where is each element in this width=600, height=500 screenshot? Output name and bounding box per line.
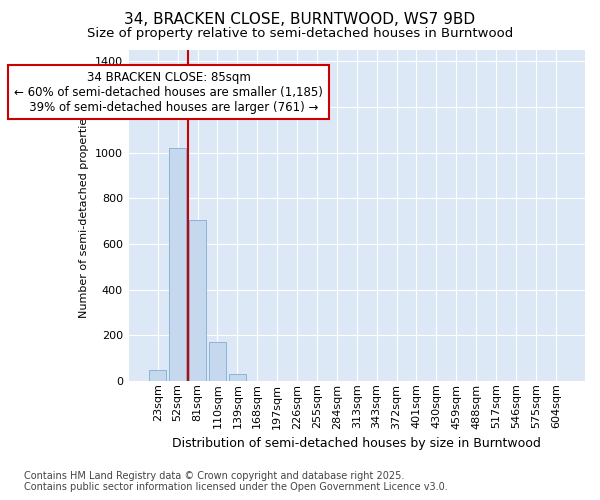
Bar	[169, 148, 186, 381]
Text: Contains HM Land Registry data © Crown copyright and database right 2025.
Contai: Contains HM Land Registry data © Crown c…	[24, 471, 448, 492]
X-axis label: Distribution of semi-detached houses by size in Burntwood: Distribution of semi-detached houses by …	[172, 437, 541, 450]
Y-axis label: Number of semi-detached properties: Number of semi-detached properties	[79, 112, 89, 318]
Text: 34 BRACKEN CLOSE: 85sqm
← 60% of semi-detached houses are smaller (1,185)
   39%: 34 BRACKEN CLOSE: 85sqm ← 60% of semi-de…	[14, 70, 323, 114]
Bar	[229, 374, 246, 381]
Text: Size of property relative to semi-detached houses in Burntwood: Size of property relative to semi-detach…	[87, 28, 513, 40]
Bar	[209, 342, 226, 381]
Bar	[189, 220, 206, 381]
Text: 34, BRACKEN CLOSE, BURNTWOOD, WS7 9BD: 34, BRACKEN CLOSE, BURNTWOOD, WS7 9BD	[124, 12, 476, 28]
Bar	[149, 370, 166, 381]
